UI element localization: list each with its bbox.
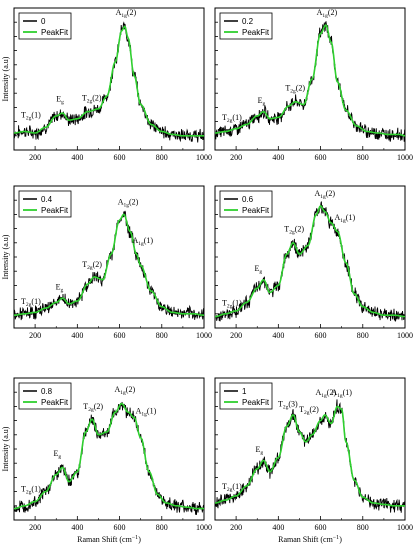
legend-label-fit: PeakFit: [41, 398, 69, 407]
series-line-peakfit: [214, 405, 405, 507]
legend-box: [219, 12, 273, 40]
series-line-peakfit: [214, 24, 406, 137]
x-tick-label: 800: [357, 153, 369, 162]
chart-panel-1: 200 400 600 800 1000 0.2 PeakFit T2g(1) Eg T2g(2)…: [214, 7, 413, 162]
legend-label-fit: PeakFit: [41, 28, 69, 37]
peak-label: A1g(2): [316, 388, 337, 399]
chart-panel-0: 200 400 600 800 1000 0 PeakFit T2g(1) Eg T2g(2) A1…: [1, 7, 212, 162]
series-line-peakfit: [215, 204, 405, 318]
x-tick-label: 400: [71, 523, 83, 532]
x-axis-title: Raman Shift (cm−1): [278, 535, 342, 544]
series-line-peakfit: [14, 402, 204, 510]
peak-label: Eg: [256, 445, 264, 456]
legend-box: [18, 12, 72, 40]
peak-label: T2g(2): [299, 405, 319, 416]
legend-label-measured: 0.4: [41, 195, 53, 204]
legend-box: [219, 190, 273, 218]
x-tick-label: 200: [230, 523, 242, 532]
peak-label: T2g(2): [285, 83, 305, 94]
peak-label: T2g(2): [82, 260, 102, 271]
x-tick-label: 1000: [196, 523, 212, 532]
chart-panel-4: 200 400 600 800 1000 0.8 PeakFit T2g(1) Eg T2g(2)…: [1, 377, 212, 544]
peak-label: Eg: [254, 264, 262, 275]
peak-label: A1g(1): [136, 407, 157, 418]
peak-label: T2g(2): [82, 93, 102, 104]
x-tick-label: 800: [156, 153, 168, 162]
x-tick-label: 800: [156, 331, 168, 340]
x-tick-label: 600: [315, 523, 327, 532]
peak-label: A1g(2): [115, 385, 136, 396]
x-tick-label: 200: [29, 153, 41, 162]
series-line-measured: [13, 401, 205, 515]
legend-label-measured: 0.8: [41, 387, 53, 396]
x-tick-label: 600: [114, 331, 126, 340]
y-axis-title: Intensity (a.u): [1, 426, 10, 471]
x-tick-label: 1000: [196, 331, 212, 340]
peak-label: A1g(2): [116, 8, 137, 19]
x-tick-label: 200: [29, 331, 41, 340]
peak-label: A1g(1): [335, 213, 356, 224]
x-tick-label: 200: [29, 523, 41, 532]
chart-panel-5: 200 400 600 800 1000 1 PeakFit T2g(1) Eg T2g(3)T2…: [214, 377, 413, 544]
chart-panel-3: 200 400 600 800 1000 0.6 PeakFit T2g(1) Eg T2g(2)…: [214, 185, 413, 340]
legend-box: [18, 382, 72, 410]
peak-label: A1g(2): [317, 8, 338, 19]
series-line-peakfit: [14, 213, 204, 316]
x-tick-label: 600: [315, 331, 327, 340]
peak-label: A1g(1): [132, 236, 153, 247]
peak-label: Eg: [56, 95, 64, 106]
x-tick-label: 1000: [397, 153, 413, 162]
peak-label: T2g(3): [278, 399, 298, 410]
y-axis-title: Intensity (a.u): [1, 56, 10, 101]
peak-label: T2g(1): [222, 113, 242, 124]
legend-label-measured: 0.2: [242, 17, 254, 26]
legend-label-measured: 0: [41, 17, 46, 26]
legend-label-fit: PeakFit: [41, 206, 69, 215]
x-tick-label: 600: [315, 153, 327, 162]
peak-label: Eg: [56, 283, 64, 294]
series-line-peakfit: [13, 25, 204, 137]
series-line-measured: [214, 399, 406, 513]
peak-label: T2g(2): [284, 224, 304, 235]
peak-label: Eg: [258, 96, 266, 107]
legend-label-fit: PeakFit: [242, 28, 270, 37]
x-tick-label: 1000: [196, 153, 212, 162]
x-tick-label: 600: [114, 153, 126, 162]
x-tick-label: 200: [230, 153, 242, 162]
legend-box: [18, 190, 72, 218]
x-tick-label: 200: [230, 331, 242, 340]
x-tick-label: 400: [71, 153, 83, 162]
x-tick-label: 400: [272, 523, 284, 532]
x-tick-label: 400: [272, 331, 284, 340]
peak-label: T2g(1): [21, 297, 41, 308]
peak-label: A1g(1): [331, 388, 352, 399]
chart-panel-2: 200 400 600 800 1000 0.4 PeakFit T2g(1) Eg T2g(2)…: [1, 185, 212, 340]
peak-label: T2g(1): [21, 485, 41, 496]
x-axis-title: Raman Shift (cm−1): [77, 535, 141, 544]
y-axis-title: Intensity (a.u): [1, 234, 10, 279]
legend-label-measured: 1: [242, 387, 247, 396]
legend-label-measured: 0.6: [242, 195, 254, 204]
peak-label: A1g(2): [314, 189, 335, 200]
x-tick-label: 800: [357, 331, 369, 340]
legend-label-fit: PeakFit: [242, 206, 270, 215]
x-tick-label: 1000: [397, 523, 413, 532]
peak-label: T2g(2): [83, 402, 103, 413]
x-tick-label: 1000: [397, 331, 413, 340]
x-tick-label: 600: [114, 523, 126, 532]
x-tick-label: 400: [272, 153, 284, 162]
peak-label: A1g(2): [118, 197, 139, 208]
peak-label: T2g(1): [21, 110, 41, 121]
series-line-measured: [13, 21, 205, 143]
x-tick-label: 800: [357, 523, 369, 532]
x-tick-label: 400: [71, 331, 83, 340]
x-tick-label: 800: [156, 523, 168, 532]
peak-label: Eg: [53, 449, 61, 460]
peak-label: T2g(1): [222, 482, 242, 493]
legend-label-fit: PeakFit: [242, 398, 270, 407]
peak-label: T2g(1): [222, 298, 242, 309]
series-line-measured: [13, 210, 205, 321]
legend-box: [219, 382, 273, 410]
